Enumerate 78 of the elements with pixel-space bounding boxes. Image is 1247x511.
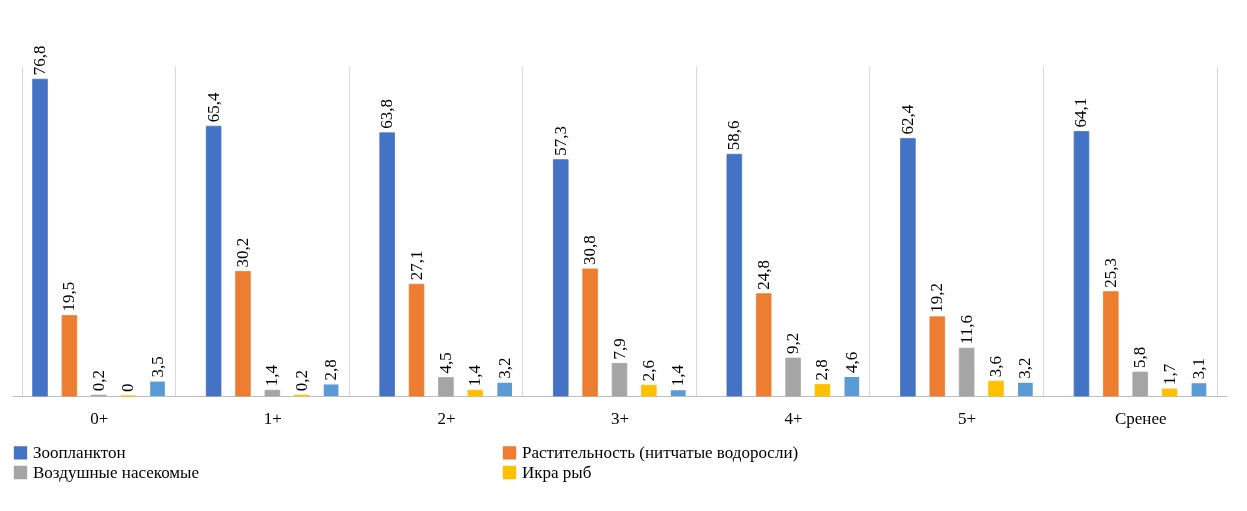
data-label: 1,7 bbox=[1159, 363, 1179, 385]
bar bbox=[264, 389, 281, 397]
data-label: 2,8 bbox=[321, 359, 341, 381]
data-label: 3,6 bbox=[986, 355, 1006, 378]
bar bbox=[323, 384, 339, 396]
bar bbox=[900, 138, 916, 397]
bar bbox=[205, 125, 222, 397]
data-label: 25,3 bbox=[1100, 257, 1120, 288]
bar bbox=[408, 283, 425, 397]
bar bbox=[235, 271, 251, 397]
data-label: 0,2 bbox=[291, 369, 311, 392]
bar bbox=[1191, 383, 1207, 396]
bar bbox=[1103, 291, 1119, 397]
data-label: 0 bbox=[118, 383, 138, 392]
bar bbox=[958, 347, 975, 397]
data-label: 0,2 bbox=[88, 369, 108, 392]
data-label: 3,2 bbox=[494, 357, 514, 379]
data-label: 19,2 bbox=[927, 283, 947, 313]
bar bbox=[150, 381, 165, 396]
legend-label: Зоопланктон bbox=[33, 442, 126, 462]
bar bbox=[497, 382, 513, 396]
data-label: 64,1 bbox=[1071, 97, 1091, 128]
data-label: 3,2 bbox=[1015, 357, 1035, 379]
data-label: 57,3 bbox=[550, 125, 570, 156]
data-label: 11,6 bbox=[956, 315, 976, 345]
bar bbox=[467, 389, 484, 397]
bar bbox=[814, 384, 831, 397]
data-label: 58,6 bbox=[724, 120, 744, 151]
bar bbox=[1073, 131, 1090, 397]
data-label: 63,8 bbox=[377, 99, 397, 129]
data-label: 65,4 bbox=[203, 91, 223, 123]
x-tick-label: 3+ bbox=[610, 408, 630, 428]
data-label: 2,6 bbox=[638, 360, 658, 382]
bar bbox=[438, 377, 454, 397]
data-label: 3,1 bbox=[1188, 357, 1208, 380]
bar bbox=[785, 357, 801, 397]
data-label: 5,8 bbox=[1130, 346, 1150, 369]
bar bbox=[1018, 382, 1033, 396]
bar bbox=[844, 377, 860, 396]
bar bbox=[1132, 371, 1148, 397]
bar bbox=[988, 380, 1004, 397]
legend-label: Растительность (нитчатые водоросли) bbox=[522, 442, 799, 462]
bar bbox=[553, 159, 569, 397]
data-label: 62,4 bbox=[897, 104, 917, 135]
data-label: 1,4 bbox=[668, 364, 688, 387]
bar bbox=[755, 293, 772, 397]
bar bbox=[611, 363, 628, 397]
data-label: 3,5 bbox=[147, 356, 167, 378]
data-label: 27,1 bbox=[406, 250, 426, 281]
data-label: 30,8 bbox=[580, 235, 600, 265]
data-label: 9,2 bbox=[783, 332, 803, 355]
data-label: 1,4 bbox=[262, 364, 282, 387]
bar bbox=[641, 384, 657, 397]
bar bbox=[670, 390, 686, 396]
bar bbox=[726, 153, 743, 397]
data-label: 2,8 bbox=[812, 359, 832, 381]
data-label: 76,8 bbox=[30, 45, 50, 76]
data-label: 4,6 bbox=[841, 351, 861, 374]
x-tick-label: 1+ bbox=[263, 408, 282, 428]
legend-label: Икра рыб bbox=[522, 462, 592, 482]
data-label: 30,2 bbox=[232, 237, 252, 268]
bar bbox=[929, 316, 946, 397]
legend-label: Воздушные насекомые bbox=[33, 462, 200, 482]
data-label: 7,9 bbox=[609, 338, 629, 360]
data-label: 24,8 bbox=[753, 259, 773, 290]
x-tick-label: 5+ bbox=[958, 408, 977, 428]
bar bbox=[32, 78, 48, 397]
bar bbox=[1161, 388, 1178, 397]
bar bbox=[61, 315, 78, 397]
x-tick-label: Сренее bbox=[1114, 408, 1167, 428]
bar bbox=[379, 132, 395, 397]
data-label: 1,4 bbox=[465, 364, 485, 387]
x-tick-label: 0+ bbox=[90, 408, 109, 428]
data-label: 19,5 bbox=[59, 281, 79, 312]
x-tick-label: 4+ bbox=[784, 408, 803, 428]
x-tick-label: 2+ bbox=[437, 408, 456, 428]
data-label: 4,5 bbox=[435, 352, 455, 374]
bar bbox=[582, 268, 598, 397]
